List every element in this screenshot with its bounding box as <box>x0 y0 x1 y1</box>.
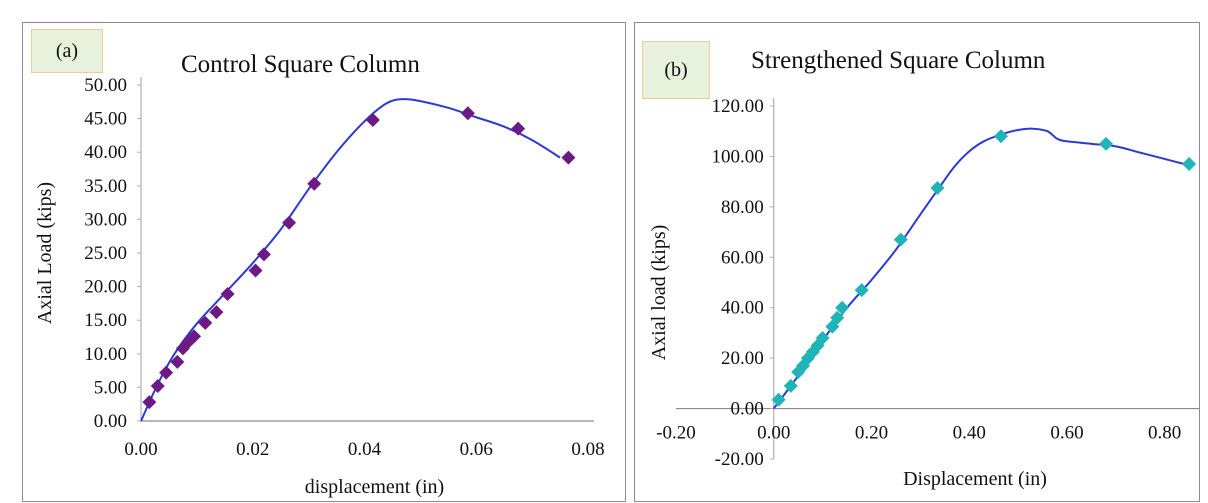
x-tick-label: -0.20 <box>656 423 696 444</box>
x-tick-label: 0.08 <box>571 439 604 460</box>
plot-b: -20.00 0.00 20.00 40.00 60.00 80.00 100.00 120.… <box>648 96 1200 490</box>
y-tick-label: 60.00 <box>721 247 764 268</box>
plot-a: 0.00 5.00 10.00 15.00 20.00 25.00 30.00 35.00 40… <box>34 75 605 498</box>
y-tick-label: 50.00 <box>84 75 127 96</box>
y-tick-label: 120.00 <box>711 96 763 117</box>
data-point <box>1182 156 1197 171</box>
data-point <box>209 305 224 320</box>
x-axis-label: Displacement (in) <box>903 468 1047 490</box>
x-tick-label: 0.06 <box>460 439 493 460</box>
x-tick-label: 0.04 <box>348 439 382 460</box>
data-point <box>198 315 213 330</box>
data-point <box>365 112 380 127</box>
y-tick-label: 0.00 <box>94 411 127 432</box>
y-tick-label: 20.00 <box>84 277 127 298</box>
data-point <box>893 232 908 247</box>
chart-title-b: Strengthened Square Column <box>751 47 1046 74</box>
data-point <box>796 358 811 373</box>
x-tick-label: 0.60 <box>1050 423 1083 444</box>
y-tick-label: 25.00 <box>84 243 127 264</box>
y-tick-label: -20.00 <box>715 449 764 470</box>
y-tick-label: 40.00 <box>721 298 764 319</box>
y-tick-label: 10.00 <box>84 344 127 365</box>
x-tick-label: 0.40 <box>953 423 986 444</box>
data-point <box>511 121 526 136</box>
x-tick-label: 0.00 <box>124 439 157 460</box>
series-curve <box>140 98 561 422</box>
y-tick-label: 100.00 <box>711 146 763 167</box>
data-point <box>282 215 297 230</box>
chart-panel-b: (b) Strengthened Square Column -20.00 0.0… <box>634 22 1200 502</box>
data-point <box>993 129 1008 144</box>
data-point <box>159 365 174 380</box>
y-tick-label: 40.00 <box>84 142 127 163</box>
chart-panel-a: (a) Control Square Column 0.00 5.00 10.00 1… <box>22 22 626 502</box>
y-tick-label: 35.00 <box>84 176 127 197</box>
data-point <box>220 286 235 301</box>
data-point <box>256 247 271 262</box>
panel-tag-b: (b) <box>642 41 710 99</box>
data-point <box>150 379 165 394</box>
x-axis-label: displacement (in) <box>305 476 444 498</box>
data-point <box>815 330 830 345</box>
data-point <box>1099 136 1114 151</box>
data-point <box>830 310 845 325</box>
data-point <box>187 329 202 344</box>
x-tick-label: 0.00 <box>757 423 790 444</box>
data-point <box>805 344 820 359</box>
y-tick-label: 5.00 <box>94 377 127 398</box>
chart-title-a: Control Square Column <box>181 51 420 78</box>
data-point <box>930 180 945 195</box>
x-tick-label: 0.02 <box>236 439 269 460</box>
data-point <box>561 150 576 165</box>
x-tick-label: 0.80 <box>1148 423 1181 444</box>
y-tick-label: 45.00 <box>84 109 127 130</box>
y-axis-label: Axial load (kips) <box>648 225 670 361</box>
series-curve <box>772 127 1190 410</box>
data-point <box>771 392 786 407</box>
data-point <box>142 395 157 410</box>
y-axis-label: Axial Load (kips) <box>34 182 56 324</box>
data-point <box>248 263 263 278</box>
panel-tag-a: (a) <box>31 29 103 73</box>
y-tick-label: 0.00 <box>730 399 763 420</box>
x-tick-label: 0.20 <box>855 423 888 444</box>
data-point <box>783 378 798 393</box>
data-point <box>170 354 185 369</box>
y-tick-label: 80.00 <box>721 197 764 218</box>
y-tick-label: 15.00 <box>84 310 127 331</box>
data-point <box>835 300 850 315</box>
data-point <box>825 319 840 334</box>
y-tick-label: 30.00 <box>84 209 127 230</box>
data-point <box>307 176 322 191</box>
data-point <box>854 283 869 298</box>
data-point <box>460 106 475 121</box>
y-tick-label: 20.00 <box>721 348 764 369</box>
